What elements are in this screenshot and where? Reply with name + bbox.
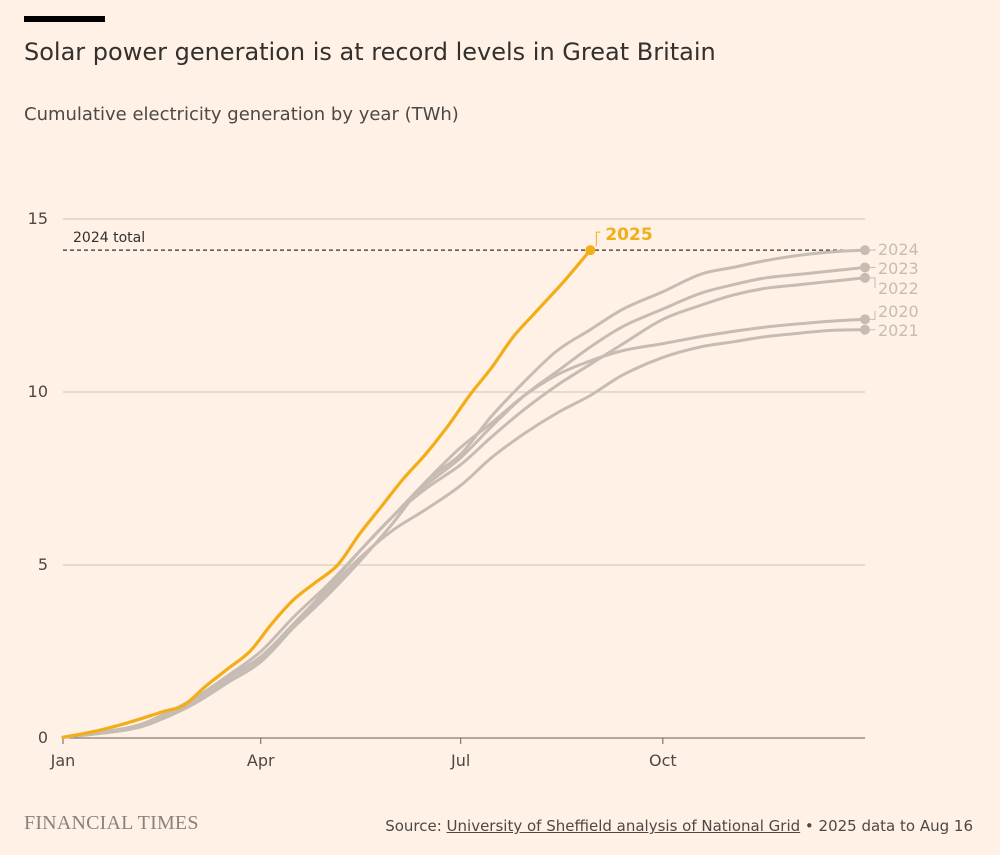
source-note: Source: University of Sheffield analysis… xyxy=(385,817,973,835)
y-tick-label-5: 5 xyxy=(38,555,48,574)
series-label-2021: 2021 xyxy=(878,321,919,340)
chart-title: Solar power generation is at record leve… xyxy=(24,38,716,66)
series-line-2023 xyxy=(61,265,867,739)
series-leader-2023 xyxy=(870,266,876,268)
series-label-2023: 2023 xyxy=(878,259,919,278)
x-tick-label-apr: Apr xyxy=(247,751,275,770)
x-tick-label-oct: Oct xyxy=(649,751,677,770)
series-leader-2020 xyxy=(870,311,876,320)
y-tick-label-0: 0 xyxy=(38,728,48,747)
series-end-dot-2024 xyxy=(860,245,870,256)
reference-line-label: 2024 total xyxy=(73,230,145,246)
series-end-dot-2022 xyxy=(860,272,870,283)
series-line-2024 xyxy=(61,248,867,739)
x-tick-label-jan: Jan xyxy=(50,751,76,770)
series-line-2022 xyxy=(61,276,867,739)
ft-top-bar xyxy=(24,16,105,22)
series-end-dot-2021 xyxy=(860,324,870,335)
chart-subtitle: Cumulative electricity generation by yea… xyxy=(24,104,459,125)
series-label-2024: 2024 xyxy=(878,240,919,259)
series-line-2025 xyxy=(61,248,592,739)
source-prefix: Source: xyxy=(385,817,447,835)
source-suffix: • 2025 data to Aug 16 xyxy=(800,817,973,835)
series-line-2020 xyxy=(61,317,867,739)
y-tick-label-10: 10 xyxy=(28,382,48,401)
series-leader-2025 xyxy=(595,231,601,247)
x-tick-label-jul: Jul xyxy=(450,751,470,770)
series-end-dot-2020 xyxy=(860,314,870,325)
series-label-2022: 2022 xyxy=(878,279,919,298)
series-end-dot-2025 xyxy=(585,245,596,256)
y-tick-label-15: 15 xyxy=(28,209,48,228)
series-label-2025: 2025 xyxy=(605,225,652,245)
series-end-dot-2023 xyxy=(860,262,870,273)
financial-times-logo: FINANCIAL TIMES xyxy=(24,812,199,834)
series-line-2021 xyxy=(61,328,867,739)
series-leader-2024 xyxy=(870,249,876,251)
series-label-2020: 2020 xyxy=(878,302,919,321)
source-link[interactable]: University of Sheffield analysis of Nati… xyxy=(446,817,801,835)
series-leader-2022 xyxy=(870,277,876,288)
